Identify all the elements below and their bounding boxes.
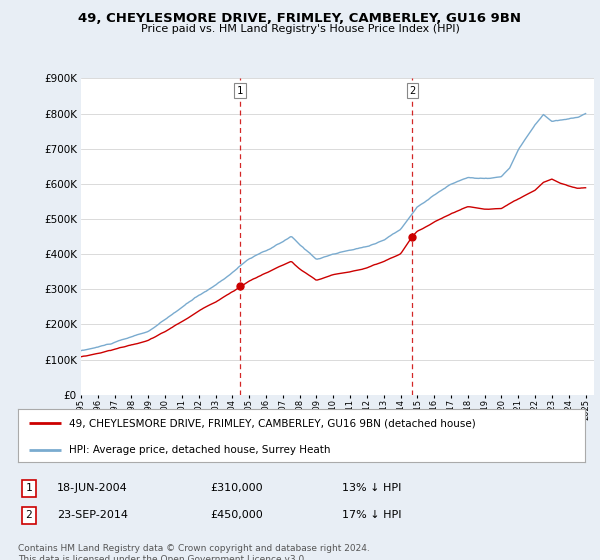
Text: 49, CHEYLESMORE DRIVE, FRIMLEY, CAMBERLEY, GU16 9BN (detached house): 49, CHEYLESMORE DRIVE, FRIMLEY, CAMBERLE… (69, 418, 476, 428)
Text: HPI: Average price, detached house, Surrey Heath: HPI: Average price, detached house, Surr… (69, 445, 331, 455)
Text: Price paid vs. HM Land Registry's House Price Index (HPI): Price paid vs. HM Land Registry's House … (140, 24, 460, 34)
Text: 1: 1 (237, 86, 243, 96)
Text: 2: 2 (25, 510, 32, 520)
Text: 23-SEP-2014: 23-SEP-2014 (57, 510, 128, 520)
Text: 49, CHEYLESMORE DRIVE, FRIMLEY, CAMBERLEY, GU16 9BN: 49, CHEYLESMORE DRIVE, FRIMLEY, CAMBERLE… (79, 12, 521, 25)
Text: Contains HM Land Registry data © Crown copyright and database right 2024.
This d: Contains HM Land Registry data © Crown c… (18, 544, 370, 560)
Text: £450,000: £450,000 (210, 510, 263, 520)
Text: 17% ↓ HPI: 17% ↓ HPI (342, 510, 401, 520)
Text: 18-JUN-2004: 18-JUN-2004 (57, 483, 128, 493)
Text: 2: 2 (409, 86, 416, 96)
Text: 1: 1 (25, 483, 32, 493)
Text: £310,000: £310,000 (210, 483, 263, 493)
Text: 13% ↓ HPI: 13% ↓ HPI (342, 483, 401, 493)
